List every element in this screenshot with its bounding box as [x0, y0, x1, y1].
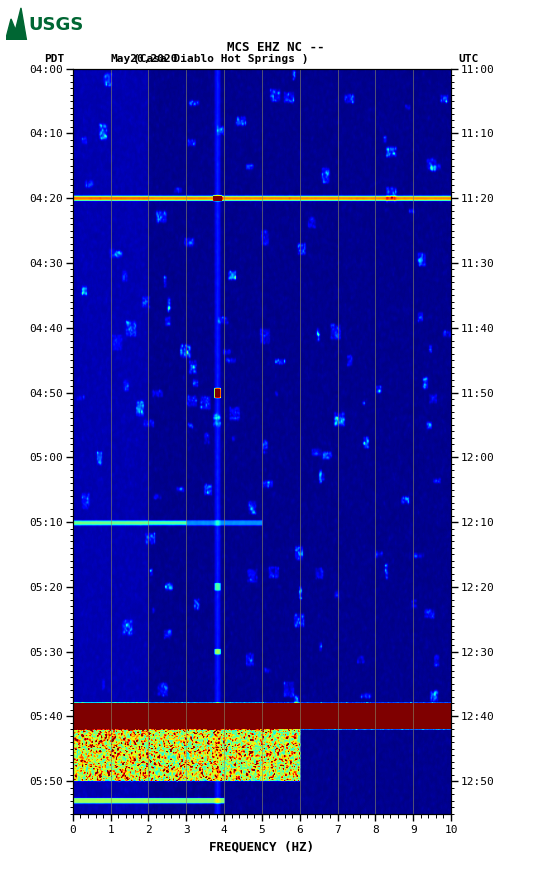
Text: PDT: PDT: [44, 54, 65, 64]
Text: (Casa Diablo Hot Springs ): (Casa Diablo Hot Springs ): [133, 54, 309, 64]
Text: MCS EHZ NC --: MCS EHZ NC --: [227, 40, 325, 54]
Polygon shape: [6, 8, 26, 40]
Text: UTC: UTC: [458, 54, 479, 64]
X-axis label: FREQUENCY (HZ): FREQUENCY (HZ): [209, 841, 315, 854]
Text: USGS: USGS: [29, 16, 84, 34]
Text: May20,2020: May20,2020: [110, 54, 178, 64]
